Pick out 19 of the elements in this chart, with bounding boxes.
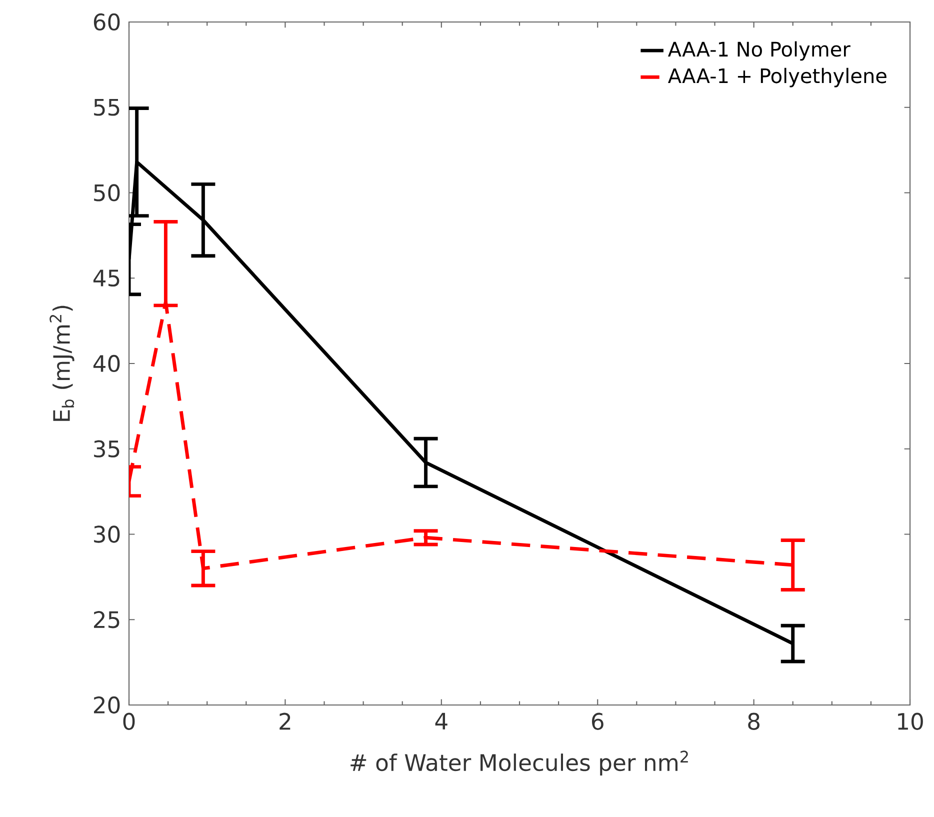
x-tick-label: 0 (123, 712, 135, 730)
y-axis-title: E$_{b}$ (mJ/m$^{2}$) (50, 306, 74, 421)
y-tick-label: 40 (93, 354, 120, 372)
y-tick-label: 50 (94, 184, 120, 202)
x-axis-title: # of Water Molecules per nm$^{2}$ (350, 750, 688, 776)
y-tick-label: 60 (94, 13, 120, 31)
x-tick-label: 8 (748, 712, 760, 730)
x-tick-label: 6 (592, 712, 604, 730)
y-tick-label: 45 (93, 270, 120, 287)
y-tick-label: 35 (94, 440, 120, 458)
y-tick-label: 20 (94, 696, 120, 714)
x-tick-label: 4 (435, 712, 448, 730)
y-tick-label: 30 (94, 526, 120, 543)
x-tick-label: 2 (280, 712, 290, 730)
legend-label: AAA-1 + Polyethylene (668, 68, 886, 88)
x-tick-label: 10 (898, 712, 923, 730)
legend-label: AAA-1 No Polymer (668, 41, 850, 61)
y-tick-label: 55 (94, 98, 120, 116)
y-tick-label: 25 (94, 611, 120, 628)
